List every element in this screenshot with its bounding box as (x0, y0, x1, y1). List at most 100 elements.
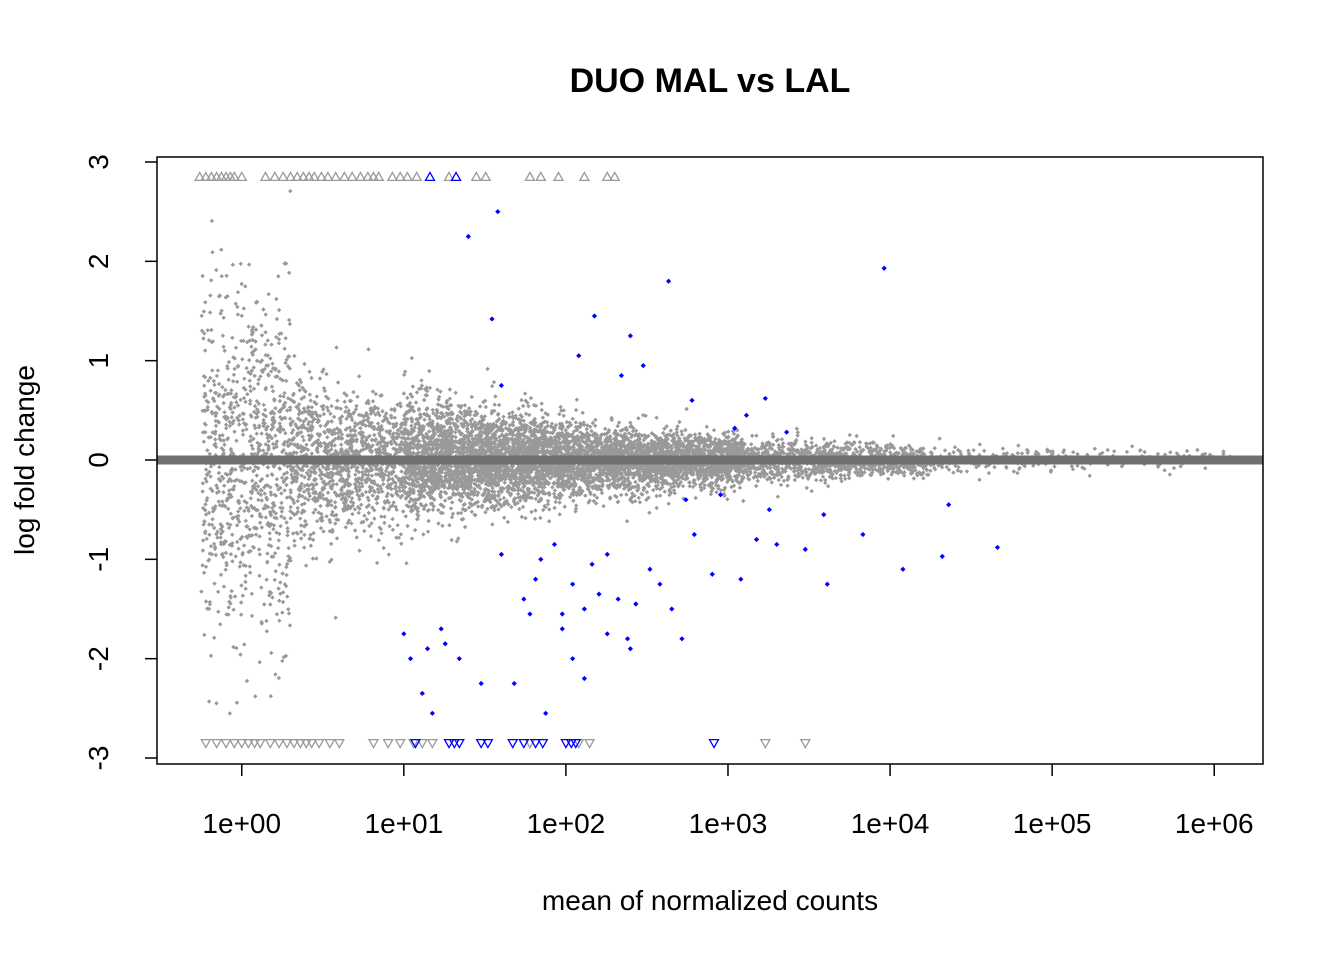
censored-up-triangle (297, 171, 309, 182)
y-axis: -3 -2 -1 0 1 2 3 (83, 154, 157, 770)
significant-point (774, 541, 780, 548)
censored-down-triangle (220, 738, 232, 749)
censored-down-triangle (583, 738, 596, 749)
significant-point (604, 631, 610, 637)
y-tick-label: -1 (83, 547, 114, 572)
significant-point (743, 412, 750, 418)
y-tick-label: 0 (83, 452, 114, 468)
significant-point (570, 581, 576, 587)
censored-down-triangle (453, 738, 465, 749)
censored-up-triangle (524, 171, 536, 182)
censored-up-triangle (394, 171, 406, 182)
censored-down-triangle (236, 738, 248, 749)
censored-down-triangle (524, 738, 536, 749)
significant-point (478, 680, 484, 687)
censored-up-triangle (480, 171, 492, 182)
x-tick-label: 1e+01 (365, 808, 444, 839)
significant-point (407, 656, 414, 662)
significant-point (429, 710, 435, 716)
censored-down-triangle (200, 738, 212, 749)
censored-up-triangle (401, 171, 413, 182)
censored-up-triangle (315, 171, 327, 182)
censored-down-triangle (482, 738, 494, 749)
significant-point (532, 576, 539, 582)
x-tick-label: 1e+02 (527, 808, 606, 839)
significant-point (456, 656, 462, 662)
x-tick-label: 1e+04 (851, 808, 930, 839)
censored-up-triangle (450, 171, 462, 182)
significant-point (538, 556, 544, 562)
significant-point (559, 611, 565, 617)
significant-point (589, 561, 595, 567)
significant-point (576, 353, 582, 359)
censored-up-triangle (443, 171, 455, 182)
censored-up-triangle (200, 171, 212, 182)
significant-point (994, 544, 1001, 551)
censored-up-triangle (601, 171, 613, 182)
censored-down-triangle (242, 738, 255, 749)
censored-up-triangle (338, 171, 351, 182)
censored-down-triangle (211, 738, 223, 749)
significant-point (679, 636, 685, 642)
censored-down-triangle (529, 738, 542, 749)
significant-point (543, 710, 549, 716)
chart-title: DUO MAL vs LAL (570, 62, 851, 100)
significant-point (738, 576, 744, 582)
significant-point (657, 581, 663, 587)
censored-down-triangle (708, 738, 720, 749)
significant-point (665, 278, 672, 284)
significant-point (762, 395, 768, 402)
significant-point (689, 397, 695, 403)
censored-up-triangle (269, 171, 281, 182)
y-tick-label: -3 (83, 746, 114, 771)
significant-point (401, 631, 407, 637)
y-axis-label: log fold change (9, 365, 40, 555)
significant-point (766, 507, 772, 513)
significant-point (618, 372, 624, 379)
significant-point (633, 601, 639, 607)
censored-up-triangle (330, 171, 342, 182)
censored-up-triangle (194, 171, 206, 182)
significant-point (438, 626, 444, 632)
significant-point (627, 646, 633, 652)
significant-point (596, 591, 602, 597)
censored-up-triangle (308, 171, 320, 182)
significant-point (939, 553, 945, 559)
significant-point (604, 551, 610, 557)
significant-point (881, 265, 887, 271)
censored-up-triangle (277, 171, 289, 182)
x-tick-label: 1e+06 (1175, 808, 1254, 839)
censored-down-triangle (313, 738, 325, 749)
x-tick-label: 1e+00 (202, 808, 281, 839)
censored-down-triangle (426, 738, 438, 749)
censored-up-triangle (354, 171, 367, 182)
y-tick-label: -2 (83, 646, 114, 671)
censored-up-triangle (373, 171, 385, 182)
censored-down-triangle (475, 738, 487, 749)
censored-down-triangle (409, 738, 422, 749)
significant-point (511, 680, 517, 687)
censored-down-triangle (264, 738, 276, 749)
censored-up-triangle (535, 171, 547, 182)
censored-up-triangle (228, 171, 240, 182)
censored-down-triangle (759, 738, 771, 749)
significant-point (424, 646, 431, 652)
censored-down-triangle (367, 738, 380, 749)
censored-down-triangle (537, 738, 549, 749)
significant-point (615, 596, 621, 602)
significant-point (559, 626, 565, 632)
censored-up-triangle (386, 171, 398, 182)
censored-down-triangle (518, 738, 530, 749)
x-tick-label: 1e+03 (689, 808, 768, 839)
significant-point (824, 581, 830, 587)
y-tick-label: 3 (83, 154, 114, 170)
censored-down-triangle (248, 738, 261, 749)
censored-down-triangle (570, 738, 582, 749)
significant-point (581, 606, 587, 612)
x-axis: 1e+00 1e+01 1e+02 1e+03 1e+04 1e+05 1e+06 (202, 764, 1254, 839)
significant-point (802, 546, 808, 552)
censored-up-triangle (346, 171, 358, 182)
significant-point (691, 531, 697, 538)
censored-down-triangle (799, 738, 811, 749)
